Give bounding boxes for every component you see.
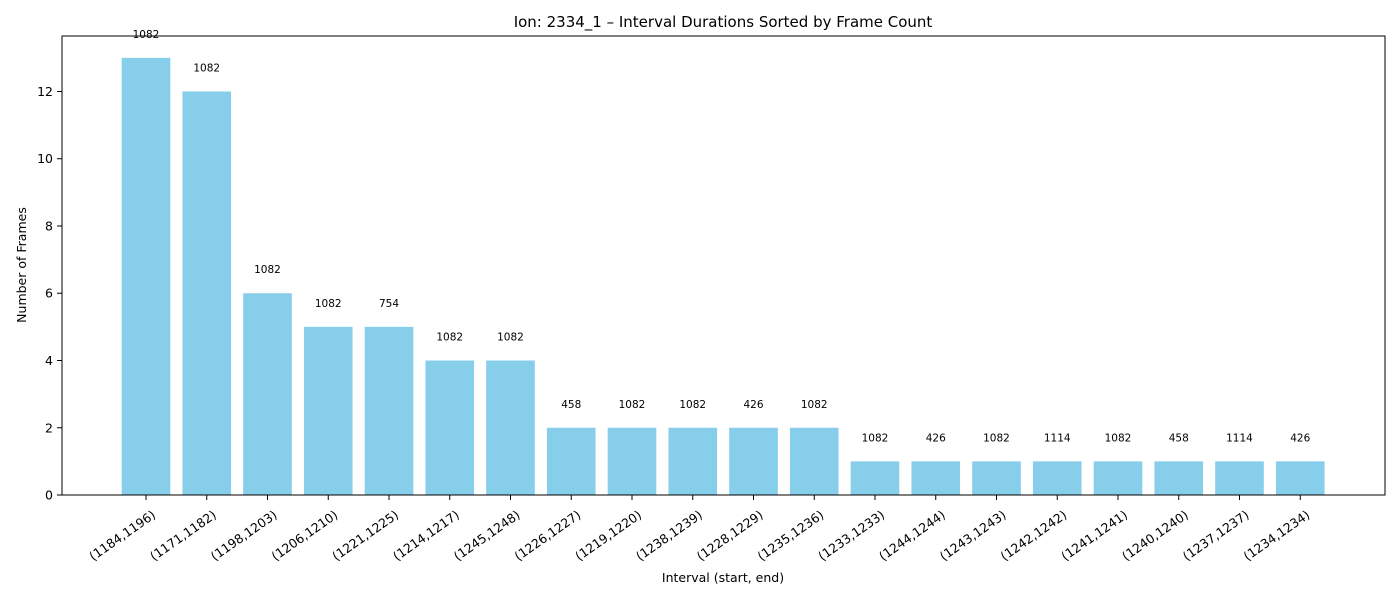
bar-value-label: 1082 <box>1105 432 1132 444</box>
x-tick-label: (1243,1243) <box>937 507 1009 564</box>
bar <box>486 360 535 495</box>
bar-value-label: 1082 <box>436 331 463 343</box>
y-tick-label: 4 <box>45 353 53 368</box>
bar <box>1154 461 1204 495</box>
bar <box>121 57 171 496</box>
bar <box>243 293 292 495</box>
bar-value-label: 426 <box>743 399 763 411</box>
bar-value-label: 1082 <box>619 399 646 411</box>
x-tick-label: (1184,1196) <box>86 507 158 564</box>
bar <box>668 427 718 495</box>
bar <box>850 461 900 495</box>
x-tick-label: (1214,1217) <box>390 507 462 564</box>
x-tick-label: (1171,1182) <box>147 507 219 564</box>
bar-value-label: 754 <box>379 298 399 310</box>
y-tick-label: 8 <box>45 218 53 233</box>
x-tick-label: (1242,1242) <box>998 507 1070 564</box>
bar <box>789 427 839 495</box>
x-tick-label: (1240,1240) <box>1119 507 1191 564</box>
bar-value-label: 1082 <box>254 264 281 276</box>
x-tick-label: (1226,1227) <box>512 507 584 564</box>
bar <box>364 326 414 495</box>
y-tick-label: 6 <box>45 286 53 301</box>
x-axis-label: Interval (start, end) <box>662 570 784 585</box>
x-tick-label: (1245,1248) <box>451 507 523 564</box>
bar-value-label: 1082 <box>862 432 889 444</box>
x-tick-label: (1244,1244) <box>876 507 948 564</box>
bar-value-label: 1082 <box>679 399 706 411</box>
bar <box>182 91 232 495</box>
bar-value-label: 1082 <box>133 29 160 41</box>
x-tick-label: (1234,1234) <box>1241 507 1313 564</box>
bar-value-label: 458 <box>1169 432 1189 444</box>
x-tick-label: (1237,1237) <box>1180 507 1252 564</box>
bar-value-label: 426 <box>1290 432 1310 444</box>
x-tick-label: (1206,1210) <box>269 507 341 564</box>
bar <box>303 326 353 495</box>
x-axis: (1184,1196)(1171,1182)(1198,1203)(1206,1… <box>86 495 1312 564</box>
x-tick-label: (1241,1241) <box>1058 507 1130 564</box>
plot-frame <box>61 35 1386 496</box>
bar <box>972 461 1021 495</box>
bar <box>729 427 778 495</box>
bar <box>1093 461 1143 495</box>
bar-value-label: 1114 <box>1226 432 1253 444</box>
bar-value-label: 1114 <box>1044 432 1071 444</box>
bar-value-label: 458 <box>561 399 581 411</box>
x-tick-label: (1228,1229) <box>694 507 766 564</box>
bar <box>911 461 961 495</box>
x-tick-label: (1235,1236) <box>755 507 827 564</box>
chart-title: Ion: 2334_1 – Interval Durations Sorted … <box>514 13 933 32</box>
y-tick-label: 2 <box>45 420 53 435</box>
bars-layer <box>121 57 1325 496</box>
y-tick-label: 0 <box>45 488 53 503</box>
y-axis: 0 2 4 6 8 10 12 <box>37 84 62 503</box>
bar-value-label: 1082 <box>193 62 220 74</box>
bar <box>607 427 657 495</box>
bar-value-label: 1082 <box>801 399 828 411</box>
x-tick-label: (1233,1233) <box>815 507 887 564</box>
bar <box>1032 461 1082 495</box>
bar <box>1215 461 1264 495</box>
y-axis-label: Number of Frames <box>14 207 29 323</box>
y-tick-label: 12 <box>37 84 53 99</box>
bar <box>546 427 596 495</box>
bar-value-label: 1082 <box>497 331 524 343</box>
x-tick-label: (1198,1203) <box>208 507 280 564</box>
x-tick-label: (1221,1225) <box>329 507 401 564</box>
bar-value-label: 1082 <box>983 432 1010 444</box>
y-tick-label: 10 <box>37 151 53 166</box>
x-tick-label: (1238,1239) <box>633 507 705 564</box>
x-tick-label: (1219,1220) <box>572 507 644 564</box>
bar <box>425 360 475 495</box>
bar-value-label: 1082 <box>315 298 342 310</box>
bar-value-label: 426 <box>926 432 946 444</box>
bar-labels-layer: 1082 1082 1082 1082 754 1082 1082 458 1082 1082 42… <box>133 29 1311 445</box>
bar <box>1275 461 1325 495</box>
